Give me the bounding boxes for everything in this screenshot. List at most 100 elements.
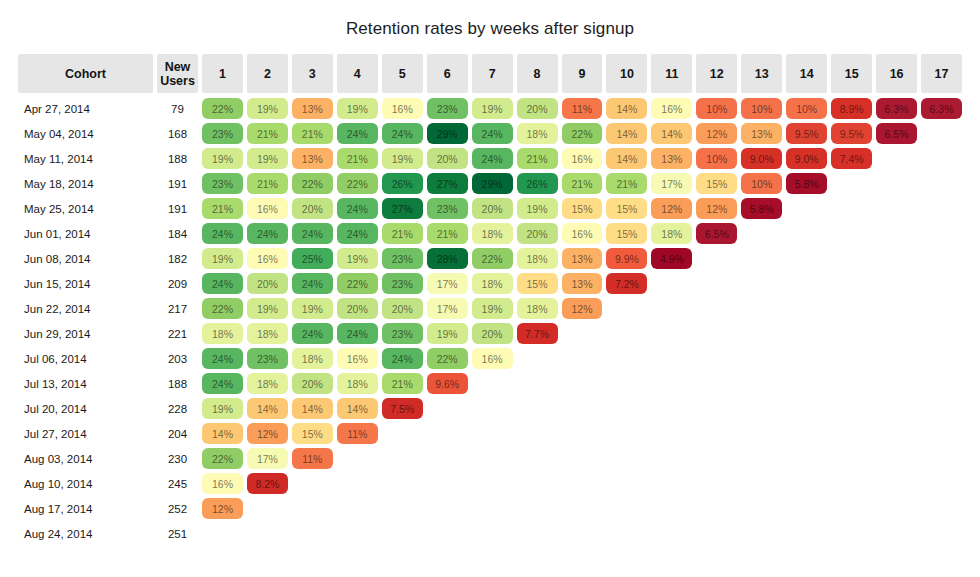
cohort-date-label: Aug 10, 2014 [18,473,153,494]
retention-cell: 24% [472,148,513,169]
retention-cell: 24% [382,348,423,369]
retention-cell: 21% [562,173,603,194]
retention-cell: 5.8% [786,173,827,194]
retention-cell: 19% [202,248,243,269]
retention-cell: 21% [247,123,288,144]
retention-cell: 5.8% [741,198,782,219]
retention-cell: 29% [427,123,468,144]
week-column-header: 13 [741,54,782,93]
week-column-header: 15 [831,54,872,93]
retention-cell: 12% [202,498,243,519]
retention-cell: 17% [427,298,468,319]
retention-cell: 8.9% [831,98,872,119]
cohort-date-label: Jul 20, 2014 [18,398,153,419]
week-column-header: 8 [517,54,558,93]
retention-cell: 18% [292,348,333,369]
retention-cell: 23% [202,173,243,194]
retention-cell: 13% [292,98,333,119]
week-column-header: 4 [337,54,378,93]
retention-cell: 14% [651,123,692,144]
retention-cell: 19% [292,298,333,319]
retention-cell: 11% [562,98,603,119]
retention-cell: 23% [247,348,288,369]
table-row: Jun 08, 201418219%16%25%19%23%28%22%18%1… [18,248,962,269]
retention-cell: 22% [562,123,603,144]
retention-cell: 7.7% [517,323,558,344]
retention-cell: 19% [337,98,378,119]
retention-cell: 10% [696,98,737,119]
retention-cell: 9.0% [741,148,782,169]
retention-cell: 12% [696,123,737,144]
new-users-value: 204 [157,423,198,444]
retention-cell: 10% [741,173,782,194]
retention-cell: 19% [202,148,243,169]
retention-cell: 16% [651,98,692,119]
week-column-header: 1 [202,54,243,93]
retention-cell: 19% [382,148,423,169]
retention-cell: 24% [292,323,333,344]
retention-cell: 22% [202,448,243,469]
cohort-date-label: Aug 24, 2014 [18,523,153,544]
retention-cell: 24% [472,123,513,144]
retention-cell: 14% [337,398,378,419]
cohort-date-label: May 25, 2014 [18,198,153,219]
cohort-date-label: Jul 27, 2014 [18,423,153,444]
new-users-value: 251 [157,523,198,544]
retention-cell: 12% [696,198,737,219]
retention-cell: 23% [382,273,423,294]
retention-cell: 12% [247,423,288,444]
table-row: Aug 03, 201423022%17%11% [18,448,962,469]
retention-cell: 14% [606,148,647,169]
retention-cell: 19% [472,98,513,119]
new-users-value: 245 [157,473,198,494]
retention-cell: 24% [202,273,243,294]
retention-cell: 16% [247,248,288,269]
retention-cell: 20% [247,273,288,294]
cohort-date-label: May 04, 2014 [18,123,153,144]
retention-cell: 6.3% [876,98,917,119]
week-column-header: 11 [651,54,692,93]
retention-cell: 10% [786,98,827,119]
retention-cell: 18% [247,373,288,394]
new-users-value: 221 [157,323,198,344]
week-column-header: 17 [921,54,962,93]
table-row: Jul 20, 201422819%14%14%14%7.5% [18,398,962,419]
table-row: Jun 15, 201420924%20%24%22%23%17%18%15%1… [18,273,962,294]
cohort-date-label: Apr 27, 2014 [18,98,153,119]
retention-cell: 26% [382,173,423,194]
table-body: Apr 27, 20147922%19%13%19%16%23%19%20%11… [18,98,962,544]
chart-title: Retention rates by weeks after signup [0,19,980,39]
retention-cell: 14% [202,423,243,444]
new-users-value: 79 [157,98,198,119]
week-column-header: 9 [562,54,603,93]
retention-cell: 19% [472,298,513,319]
new-users-value: 217 [157,298,198,319]
cohort-date-label: Jun 15, 2014 [18,273,153,294]
retention-cell: 23% [427,98,468,119]
retention-cell: 21% [292,123,333,144]
retention-cell: 19% [427,323,468,344]
retention-cell: 14% [292,398,333,419]
retention-cell: 7.5% [382,398,423,419]
cohort-date-label: Jun 08, 2014 [18,248,153,269]
retention-cell: 15% [517,273,558,294]
retention-cell: 20% [517,223,558,244]
retention-cell: 18% [202,323,243,344]
retention-cell: 16% [337,348,378,369]
retention-cell: 24% [292,273,333,294]
new-users-value: 209 [157,273,198,294]
retention-cell: 14% [606,98,647,119]
table-row: Jun 01, 201418424%24%24%24%21%21%18%20%1… [18,223,962,244]
week-column-header: 3 [292,54,333,93]
new-users-value: 184 [157,223,198,244]
retention-cell: 6.5% [696,223,737,244]
retention-cell: 24% [337,123,378,144]
new-users-value: 228 [157,398,198,419]
retention-cell: 21% [382,373,423,394]
retention-cell: 18% [472,273,513,294]
cohort-date-label: Aug 03, 2014 [18,448,153,469]
retention-cell: 14% [247,398,288,419]
retention-cell: 21% [517,148,558,169]
retention-cell: 19% [202,398,243,419]
retention-cell: 22% [202,98,243,119]
